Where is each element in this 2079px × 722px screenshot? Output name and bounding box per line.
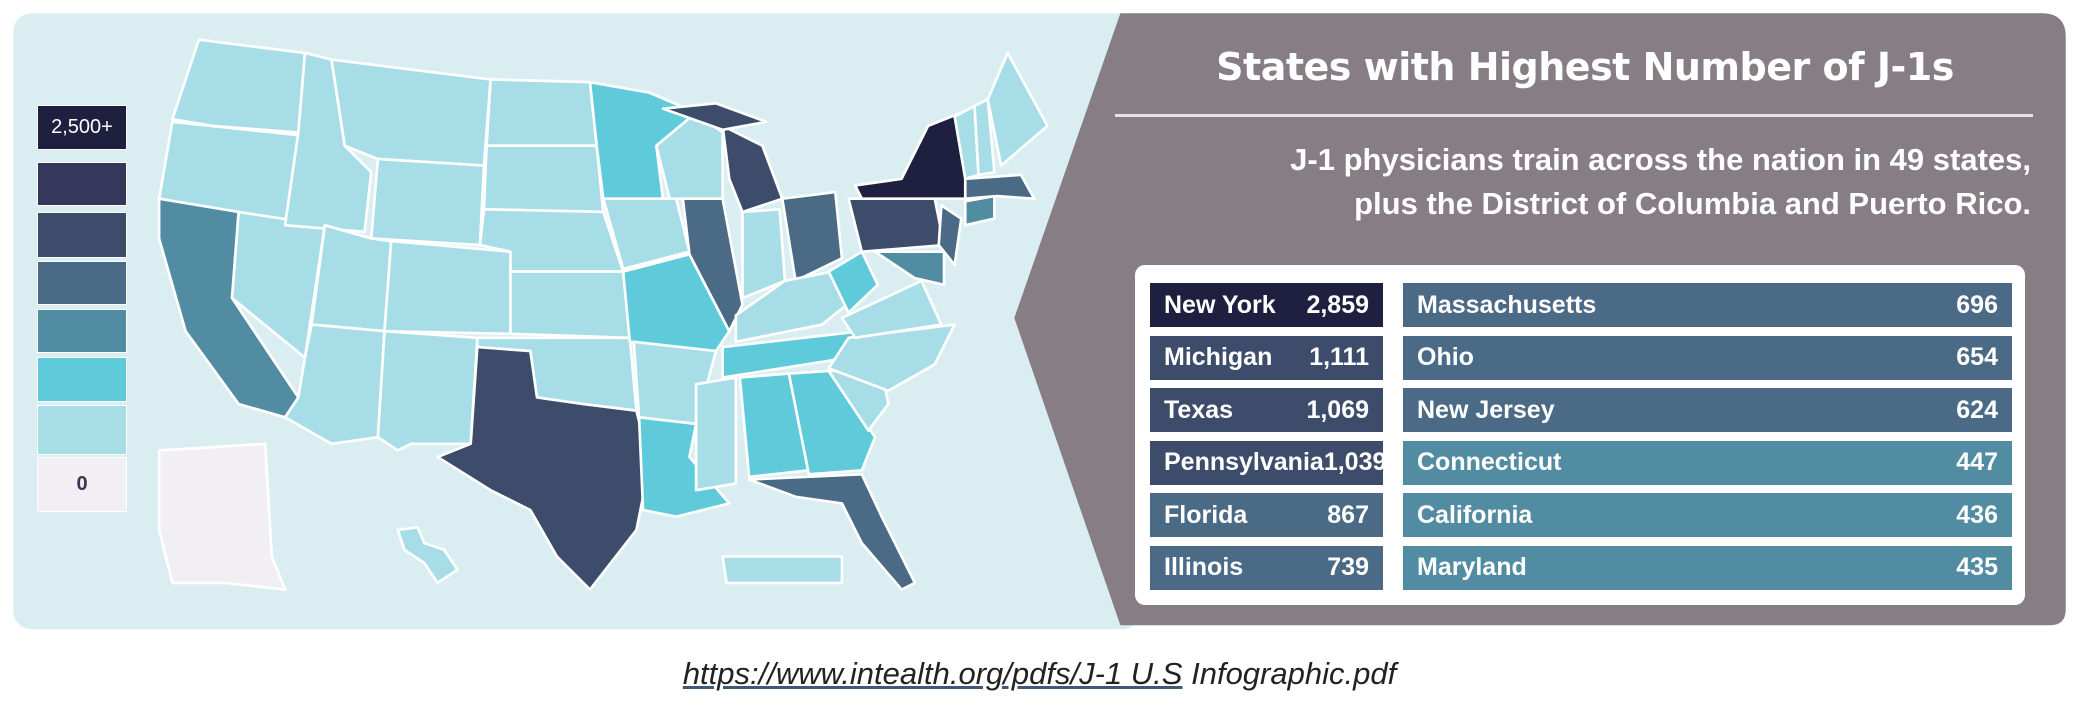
state-wv — [827, 250, 880, 314]
state-name: Florida — [1164, 500, 1248, 529]
state-mi — [661, 102, 768, 132]
state-name: Maryland — [1417, 553, 1527, 581]
state-ut — [310, 223, 393, 333]
state-ks — [509, 270, 632, 340]
table-row: Texas 1,069 — [1150, 388, 1383, 432]
state-count: 739 — [1327, 553, 1369, 581]
table-row: Massachusetts 696 — [1403, 283, 2012, 327]
state-count: 624 — [1956, 395, 1998, 424]
table-row: Illinois 739 — [1150, 545, 1383, 590]
state-co — [383, 239, 512, 336]
state-nj — [937, 204, 963, 267]
legend-swatch — [37, 309, 127, 353]
state-name: California — [1417, 500, 1533, 529]
state-name: Illinois — [1164, 553, 1244, 581]
state-count: 436 — [1956, 500, 1998, 529]
state-name: Michigan — [1164, 343, 1273, 371]
state-ms — [694, 376, 738, 492]
table-row: Michigan 1,111 — [1150, 335, 1383, 380]
state-nm — [376, 329, 479, 452]
state-count: 1,111 — [1309, 343, 1369, 371]
state-name: New York — [1164, 290, 1276, 319]
panel-title: States with Highest Number of J-1s — [1216, 45, 1954, 89]
state-ma — [963, 173, 1036, 201]
state-oh — [780, 190, 844, 283]
state-count: 2,859 — [1306, 290, 1369, 319]
state-pr — [721, 555, 844, 585]
legend-min-label: 0 — [76, 473, 88, 495]
state-count: 447 — [1956, 448, 1998, 476]
state-wy — [369, 157, 486, 247]
table-row: Florida 867 — [1150, 493, 1383, 537]
state-name: Ohio — [1417, 343, 1474, 371]
subtitle-line-1: J-1 physicians train across the nation i… — [1290, 142, 2031, 177]
subtitle-line-2: plus the District of Columbia and Puerto… — [1354, 186, 2031, 221]
state-name: New Jersey — [1417, 395, 1555, 424]
legend-swatch — [37, 162, 127, 206]
state-ga — [787, 369, 877, 476]
state-sd — [482, 144, 605, 214]
state-count: 654 — [1956, 343, 1998, 371]
table-row: Pennsylvania 1,039 — [1150, 440, 1386, 485]
source-link-rest: Infographic.pdf — [1182, 656, 1397, 691]
state-count: 435 — [1956, 553, 1998, 581]
state-pa — [847, 197, 946, 254]
source-citation: https://www.intealth.org/pdfs/J-1 U.S In… — [0, 656, 2079, 692]
panel-subtitle: J-1 physicians train across the nation i… — [1091, 138, 2031, 226]
state-name: Texas — [1164, 395, 1234, 424]
state-md — [873, 250, 946, 287]
top-states-table: New York 2,859 Michigan 1,111 Texas 1,069 Penn… — [1135, 265, 2025, 605]
state-mt — [330, 58, 492, 167]
table-row: Ohio 654 — [1403, 335, 2012, 380]
legend-swatch-zero: 0 — [37, 457, 127, 512]
table-row: California 436 — [1403, 493, 2012, 537]
table-row: Maryland 435 — [1403, 545, 2012, 590]
legend-swatch — [37, 261, 127, 305]
state-nd — [485, 78, 598, 148]
legend-swatch-top: 2,500+ — [37, 105, 127, 150]
state-tx — [436, 345, 652, 591]
state-wa — [171, 38, 307, 134]
state-name: Connecticut — [1417, 448, 1562, 476]
table-row: Connecticut 447 — [1403, 440, 2012, 485]
legend-swatch — [37, 212, 127, 258]
state-nh — [973, 98, 996, 177]
state-name: Pennsylvania — [1164, 448, 1324, 476]
state-me — [986, 51, 1049, 167]
state-fl — [747, 472, 917, 591]
state-name: Massachusetts — [1417, 290, 1597, 319]
title-divider — [1115, 114, 2033, 117]
source-link[interactable]: https://www.intealth.org/pdfs/J-1 U.S — [682, 656, 1183, 691]
state-count: 867 — [1327, 500, 1369, 529]
state-count: 1,069 — [1306, 395, 1369, 424]
state-nc — [827, 323, 956, 393]
state-count: 696 — [1956, 290, 1998, 319]
table-row: New York 2,859 — [1150, 283, 1383, 327]
table-row: New Jersey 624 — [1403, 388, 2012, 432]
state-hi — [396, 525, 459, 585]
state-mo — [621, 253, 731, 353]
state-ct — [963, 194, 996, 227]
legend-swatch — [37, 357, 127, 402]
state-va — [840, 279, 943, 340]
state-count: 1,039 — [1323, 448, 1387, 476]
legend-max-label: 2,500+ — [51, 116, 113, 138]
state-mi — [721, 124, 784, 214]
state-ak — [157, 442, 287, 591]
legend-swatch — [37, 405, 127, 455]
